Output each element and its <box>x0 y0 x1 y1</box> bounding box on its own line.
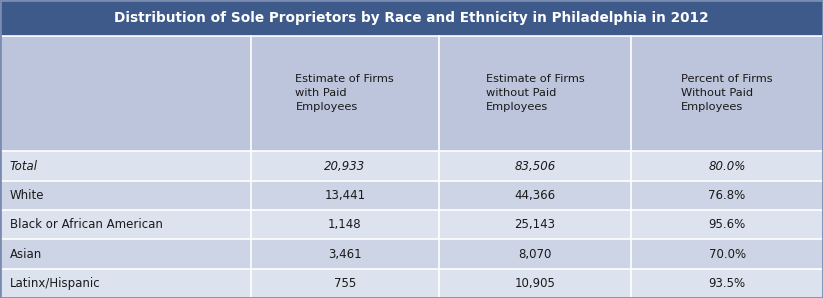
Text: 70.0%: 70.0% <box>709 248 746 260</box>
Bar <box>251 181 439 210</box>
Bar <box>251 269 439 298</box>
Bar <box>631 35 823 151</box>
Bar <box>251 239 439 269</box>
Text: Estimate of Firms
with Paid
Employees: Estimate of Firms with Paid Employees <box>295 74 394 113</box>
Bar <box>439 181 631 210</box>
Text: 80.0%: 80.0% <box>709 159 746 173</box>
Bar <box>631 210 823 239</box>
Text: Asian: Asian <box>10 248 42 260</box>
Bar <box>439 35 631 151</box>
Bar <box>631 269 823 298</box>
Text: 13,441: 13,441 <box>324 189 365 202</box>
Text: 44,366: 44,366 <box>514 189 556 202</box>
Bar <box>631 181 823 210</box>
Bar <box>0 151 251 181</box>
Text: 8,070: 8,070 <box>518 248 551 260</box>
Text: Estimate of Firms
without Paid
Employees: Estimate of Firms without Paid Employees <box>486 74 584 113</box>
Text: 755: 755 <box>333 277 356 290</box>
Text: Percent of Firms
Without Paid
Employees: Percent of Firms Without Paid Employees <box>681 74 773 113</box>
Bar <box>251 35 439 151</box>
Text: 83,506: 83,506 <box>514 159 556 173</box>
Text: 95.6%: 95.6% <box>709 218 746 231</box>
Bar <box>439 269 631 298</box>
Text: Distribution of Sole Proprietors by Race and Ethnicity in Philadelphia in 2012: Distribution of Sole Proprietors by Race… <box>114 11 709 25</box>
Bar <box>631 151 823 181</box>
Bar <box>0 210 251 239</box>
Bar <box>631 239 823 269</box>
Bar <box>0 35 251 151</box>
Bar <box>251 151 439 181</box>
Bar <box>251 210 439 239</box>
Bar <box>0 269 251 298</box>
Bar <box>439 210 631 239</box>
Text: 20,933: 20,933 <box>324 159 365 173</box>
Text: 3,461: 3,461 <box>328 248 361 260</box>
Bar <box>439 151 631 181</box>
Bar <box>0 181 251 210</box>
Text: Total: Total <box>10 159 38 173</box>
Text: Latinx/Hispanic: Latinx/Hispanic <box>10 277 100 290</box>
Text: White: White <box>10 189 44 202</box>
Text: Black or African American: Black or African American <box>10 218 163 231</box>
Text: 25,143: 25,143 <box>514 218 556 231</box>
Bar <box>439 239 631 269</box>
Text: 1,148: 1,148 <box>328 218 361 231</box>
Text: 10,905: 10,905 <box>514 277 556 290</box>
Bar <box>0 239 251 269</box>
Text: 93.5%: 93.5% <box>709 277 746 290</box>
Bar <box>0 0 823 35</box>
Text: 76.8%: 76.8% <box>709 189 746 202</box>
